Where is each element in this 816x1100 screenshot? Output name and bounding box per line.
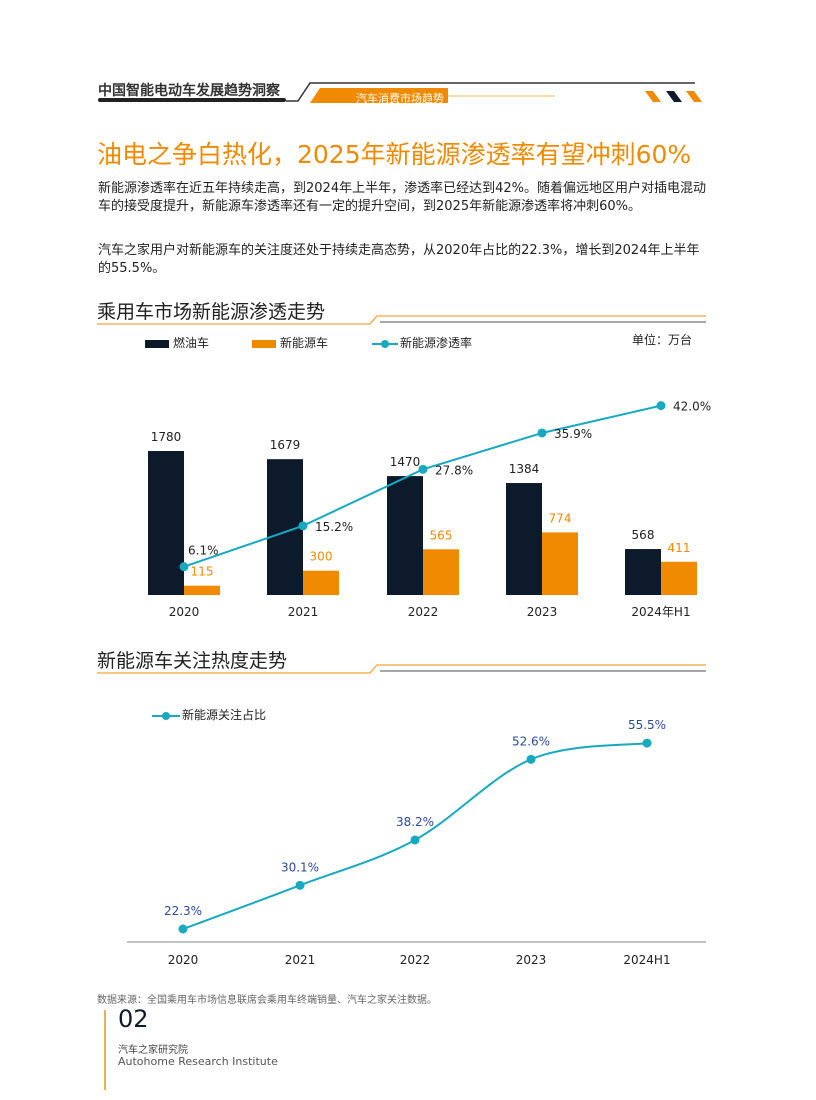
- attention-label: 55.5%: [628, 718, 666, 732]
- fuel-swatch-icon: [145, 339, 169, 348]
- x-tick-label: 2023: [527, 605, 558, 619]
- org-name-cn: 汽车之家研究院: [118, 1045, 188, 1056]
- unit-label: 单位：万台: [632, 333, 693, 347]
- nev-swatch-icon: [252, 339, 276, 348]
- rate-point: [656, 401, 666, 411]
- rate-point: [298, 521, 308, 531]
- section-label: 汽车消费市场趋势: [356, 92, 444, 105]
- rate-label: 42.0%: [673, 400, 711, 414]
- bar-label-fuel: 1384: [509, 462, 540, 476]
- bar-label-nev: 565: [430, 528, 453, 542]
- rate-point: [537, 428, 547, 438]
- x-tick-label: 2024年H1: [631, 605, 690, 619]
- line-marker-icon: [372, 339, 398, 348]
- header-banner-graphic: [98, 82, 702, 103]
- bar-fuel: [387, 476, 423, 595]
- chart1-title: 乘用车市场新能源渗透走势: [97, 301, 326, 323]
- attention-point: [526, 754, 536, 764]
- section-underline: [97, 664, 706, 674]
- x-tick-label: 2021: [288, 605, 319, 619]
- bar-label-fuel: 1679: [270, 438, 301, 452]
- data-source: 数据来源：全国乘用车市场信息联席会乘用车终端销量、汽车之家关注数据。: [97, 995, 437, 1006]
- x-tick-label: 2021: [285, 953, 316, 967]
- legend-label: 新能源车: [280, 336, 329, 350]
- x-tick-label: 2020: [169, 605, 200, 619]
- bar-fuel: [625, 549, 661, 595]
- bar-label-nev: 774: [549, 511, 572, 525]
- bar-label-fuel: 1780: [151, 430, 182, 444]
- rate-label: 35.9%: [554, 427, 592, 441]
- x-tick-label: 2020: [168, 953, 199, 967]
- bar-fuel: [506, 483, 542, 595]
- x-tick-label: 2022: [408, 605, 439, 619]
- attention-label: 30.1%: [281, 860, 319, 874]
- page-number: 02: [118, 1005, 149, 1033]
- legend-label: 新能源渗透率: [400, 336, 473, 350]
- paragraph-2: 汽车之家用户对新能源车的关注度还处于持续走高态势，从2020年占比的22.3%，…: [98, 243, 700, 276]
- rate-label: 6.1%: [188, 544, 219, 558]
- paragraph-1: 新能源渗透率在近五年持续走高，到2024年上半年，渗透率已经达到42%。随着偏远…: [98, 181, 706, 214]
- org-name-en: Autohome Research Institute: [118, 1055, 278, 1068]
- attention-point: [178, 924, 188, 934]
- attention-chart: 22.3% 2020 30.1% 2021 38.2% 2022 52.6% 2023 55.5…: [127, 718, 706, 967]
- bar-label-nev: 300: [310, 550, 333, 564]
- attention-label: 52.6%: [512, 734, 550, 748]
- bar-label-nev: 411: [668, 541, 691, 555]
- legend-fuel: 燃油车: [145, 334, 209, 351]
- bar-label-nev: 115: [191, 565, 214, 579]
- bar-label-fuel: 568: [632, 528, 655, 542]
- section-underline: [97, 315, 706, 325]
- line-marker-icon: [152, 711, 180, 720]
- rate-point: [179, 562, 189, 572]
- footer-rule: [104, 1010, 106, 1090]
- bar-label-fuel: 1470: [390, 455, 421, 469]
- bar-nev: [303, 570, 339, 595]
- bar-fuel: [148, 451, 184, 595]
- rate-label: 27.8%: [435, 463, 473, 477]
- attention-label: 22.3%: [164, 904, 202, 918]
- x-tick-label: 2022: [400, 953, 431, 967]
- legend-nev: 新能源车: [252, 334, 328, 351]
- page-title: 油电之争白热化，2025年新能源渗透率有望冲刺60%: [97, 140, 692, 169]
- rate-point: [418, 464, 428, 474]
- attention-point: [410, 835, 420, 845]
- chart2-title: 新能源车关注热度走势: [97, 650, 288, 672]
- bar-nev: [423, 549, 459, 595]
- stripe-icon: [645, 91, 661, 102]
- attention-point: [642, 738, 652, 748]
- rate-label: 15.2%: [315, 520, 353, 534]
- legend-rate: 新能源渗透率: [372, 334, 472, 351]
- penetration-chart: 1780 115 2020 1679 300 2021 1470 565 2022 1384 774…: [148, 400, 711, 619]
- legend-label: 新能源关注占比: [182, 708, 267, 722]
- legend-attention: 新能源关注占比: [152, 706, 266, 723]
- bar-nev: [542, 532, 578, 595]
- bar-nev: [661, 561, 697, 595]
- attention-point: [295, 880, 305, 890]
- x-tick-label: 2023: [516, 953, 547, 967]
- attention-label: 38.2%: [396, 815, 434, 829]
- x-tick-label: 2024H1: [623, 953, 670, 967]
- report-title: 中国智能电动车发展趋势洞察: [98, 83, 280, 99]
- bar-nev: [184, 585, 220, 595]
- legend-label: 燃油车: [173, 336, 210, 350]
